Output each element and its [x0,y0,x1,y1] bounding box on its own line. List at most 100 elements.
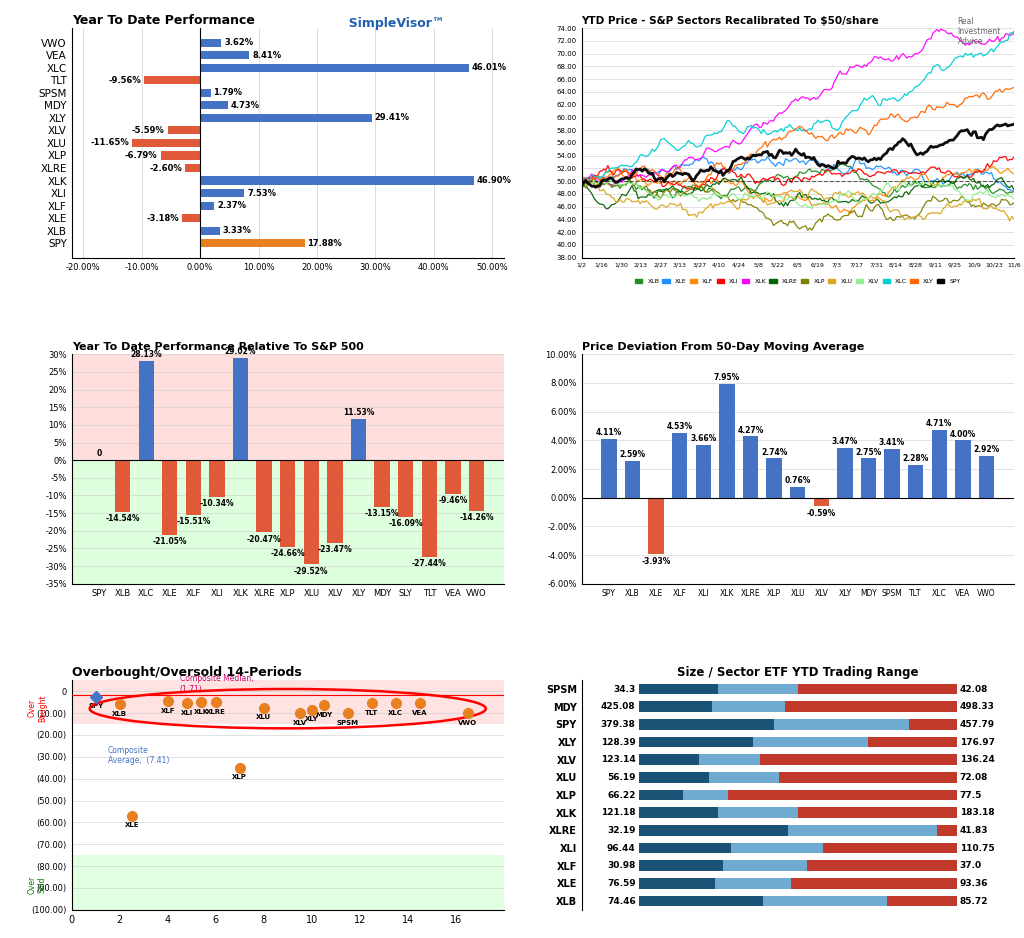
Text: Over
Sold: Over Sold [28,875,47,894]
Text: SPSM: SPSM [337,719,358,726]
Bar [938,825,956,836]
Bar [908,465,924,498]
Text: 176.97: 176.97 [959,737,994,747]
Text: -16.09%: -16.09% [388,519,423,528]
Text: 7.95%: 7.95% [714,373,740,382]
Bar [375,461,390,507]
Text: 2.92%: 2.92% [974,445,999,454]
Bar [699,754,760,765]
Bar [351,419,367,461]
Text: XLF: XLF [161,707,175,714]
Text: -23.47%: -23.47% [317,545,352,554]
Bar [909,719,956,730]
Bar [209,461,224,497]
Bar [232,357,248,461]
Bar [200,189,244,197]
Text: 3.41%: 3.41% [879,438,905,447]
Bar [625,461,640,498]
Text: 72.08: 72.08 [959,773,988,782]
Text: 66.22: 66.22 [607,791,636,799]
Bar [814,498,829,507]
Text: 498.33: 498.33 [959,703,994,711]
Bar [754,736,867,748]
Text: XLB: XLB [113,711,127,717]
Bar [695,446,711,498]
Text: TLT: TLT [366,710,379,716]
Bar [144,76,200,84]
Text: XLV: XLV [293,719,307,726]
Text: 85.72: 85.72 [959,897,988,905]
Text: 4.11%: 4.11% [596,428,622,437]
Text: -14.54%: -14.54% [105,514,140,522]
Text: XLY: XLY [305,717,318,722]
Text: -9.46%: -9.46% [438,495,468,505]
Bar [281,461,295,547]
Bar [185,461,201,515]
Text: 77.5: 77.5 [959,791,982,799]
Text: 3.33%: 3.33% [222,226,252,235]
Text: 3.66%: 3.66% [690,434,717,444]
Text: 379.38: 379.38 [601,719,636,729]
Title: Size / Sector ETF YTD Trading Range: Size / Sector ETF YTD Trading Range [677,666,919,679]
Text: Composite Median,
(1.71): Composite Median, (1.71) [180,674,253,694]
Text: 4.53%: 4.53% [667,422,693,431]
Bar [138,361,154,461]
Text: 123.14: 123.14 [601,755,636,764]
Text: Real
Investment
Advice: Real Investment Advice [957,17,1000,47]
Bar [200,38,221,47]
Text: 136.24: 136.24 [959,755,994,764]
Text: -3.18%: -3.18% [146,214,178,222]
Bar [683,790,728,800]
Text: 96.44: 96.44 [607,843,636,853]
Bar [785,702,956,712]
Text: XLU: XLU [256,714,271,720]
Text: 46.01%: 46.01% [472,63,507,72]
Bar [788,825,938,836]
Text: 128.39: 128.39 [601,737,636,747]
Bar [778,772,956,782]
Text: -11.65%: -11.65% [90,139,129,147]
Bar [723,860,807,871]
Bar [791,487,805,498]
Text: XLE: XLE [125,823,139,828]
Bar [639,860,807,871]
Bar [792,878,956,888]
Bar [867,736,956,748]
Text: 2.37%: 2.37% [217,201,246,210]
Bar [760,754,956,765]
Text: YTD Price - S&P Sectors Recalibrated To $50/share: YTD Price - S&P Sectors Recalibrated To … [582,16,880,26]
Bar [200,176,474,185]
Text: XLC: XLC [388,710,403,716]
Text: -0.59%: -0.59% [807,508,836,518]
Text: VEA: VEA [412,710,428,716]
Text: 1.79%: 1.79% [214,88,243,98]
Bar [798,684,956,694]
Bar [639,772,778,782]
Text: 4.00%: 4.00% [949,430,976,439]
Text: -14.26%: -14.26% [459,513,494,522]
Text: 32.19: 32.19 [607,825,636,835]
Text: 4.73%: 4.73% [230,101,260,110]
Bar [72,355,504,461]
Bar [115,461,130,511]
Bar [132,139,200,147]
Text: 93.36: 93.36 [959,879,988,888]
Bar [639,754,760,765]
Text: -29.52%: -29.52% [294,567,329,576]
Bar [639,684,798,694]
Text: 2.28%: 2.28% [902,454,929,463]
Bar [798,808,956,818]
Bar [161,151,200,159]
Text: 17.88%: 17.88% [307,239,342,248]
Text: -27.44%: -27.44% [412,559,446,568]
Bar [719,384,734,498]
Text: XLI: XLI [181,710,194,716]
Bar [932,431,947,498]
Bar [648,498,664,554]
Text: 56.19: 56.19 [607,773,636,782]
Bar [200,89,211,97]
Bar [445,461,461,493]
Bar [709,772,778,782]
Text: 76.59: 76.59 [607,879,636,888]
Text: 34.3: 34.3 [613,685,636,693]
